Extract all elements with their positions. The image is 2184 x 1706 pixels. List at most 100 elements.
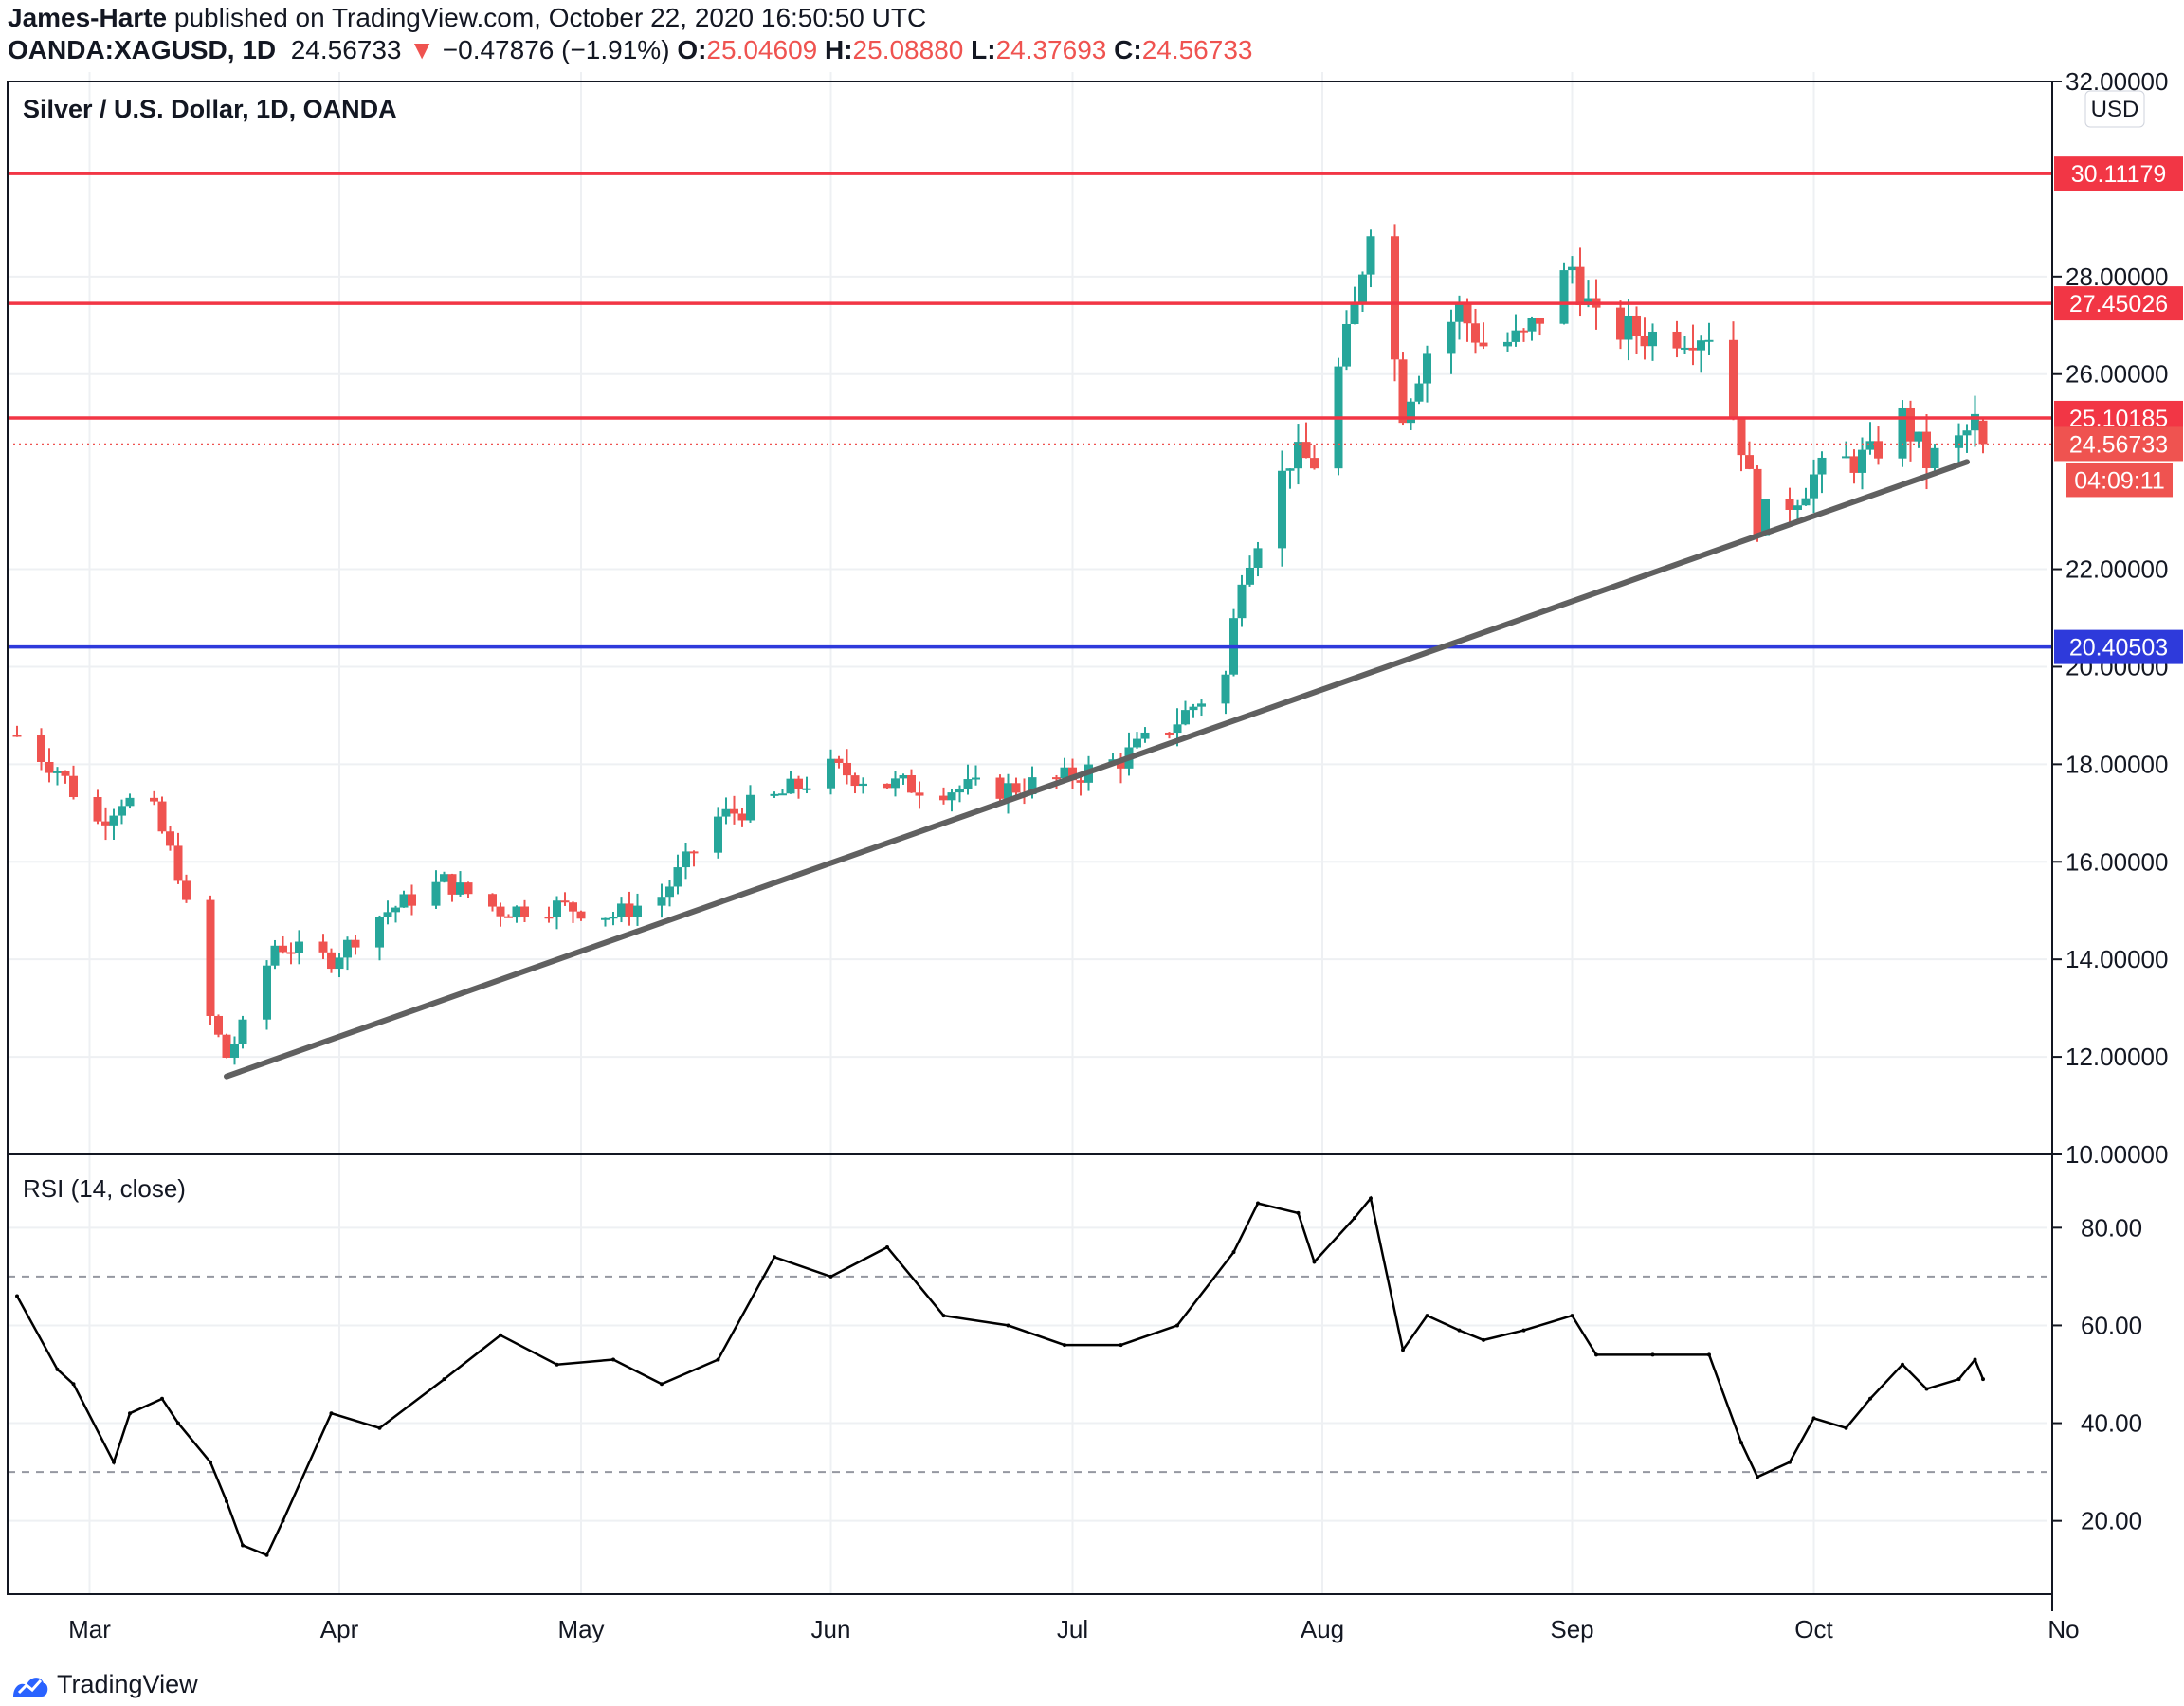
candle-body[interactable] <box>1640 336 1649 347</box>
candle-body[interactable] <box>1197 703 1206 707</box>
candle-body[interactable] <box>1842 456 1850 459</box>
candle-body[interactable] <box>1052 777 1061 780</box>
candle-body[interactable] <box>1414 383 1424 402</box>
candle-body[interactable] <box>263 965 271 1020</box>
candle-body[interactable] <box>1471 323 1480 343</box>
candle-body[interactable] <box>1253 548 1263 568</box>
candle-body[interactable] <box>1342 323 1351 367</box>
candle-body[interactable] <box>1874 441 1883 459</box>
candle-body[interactable] <box>947 792 956 801</box>
candle-body[interactable] <box>440 874 448 882</box>
candle-body[interactable] <box>327 952 336 970</box>
candle-body[interactable] <box>343 939 352 958</box>
candle-body[interactable] <box>1817 457 1827 475</box>
candle-body[interactable] <box>1922 431 1931 468</box>
time-tick-label[interactable]: Apr <box>320 1615 359 1643</box>
candle-body[interactable] <box>1527 318 1537 332</box>
candle-body[interactable] <box>1398 359 1408 424</box>
candle-body[interactable] <box>1906 407 1915 442</box>
candle-body[interactable] <box>1648 331 1657 347</box>
candle-body[interactable] <box>963 779 973 789</box>
price-axis[interactable]: 32.0000028.0000026.0000022.0000020.00000… <box>2052 67 2168 1169</box>
candle-body[interactable] <box>399 894 409 908</box>
candle-body[interactable] <box>673 867 682 887</box>
candle-body[interactable] <box>737 813 747 821</box>
candle-body[interactable] <box>1463 303 1472 324</box>
candle-body[interactable] <box>1962 430 1972 436</box>
candle-body[interactable] <box>689 851 699 854</box>
candle-body[interactable] <box>1301 442 1311 459</box>
support-trendline[interactable] <box>224 459 1970 1080</box>
candle-body[interactable] <box>1559 270 1569 324</box>
candle-body[interactable] <box>1737 418 1746 456</box>
candle-body[interactable] <box>206 899 215 1016</box>
candle-body[interactable] <box>488 894 497 907</box>
candle-body[interactable] <box>1189 706 1198 711</box>
candle-body[interactable] <box>834 758 844 763</box>
candle-body[interactable] <box>69 775 78 798</box>
candle-body[interactable] <box>118 806 126 816</box>
candle-body[interactable] <box>1955 435 1963 448</box>
candle-body[interactable] <box>1165 732 1174 735</box>
candle-body[interactable] <box>1681 347 1689 350</box>
candle-body[interactable] <box>1181 710 1190 725</box>
candle-body[interactable] <box>1237 584 1247 619</box>
candle-body[interactable] <box>794 778 803 789</box>
candle-body[interactable] <box>1246 567 1254 585</box>
time-tick-label[interactable]: Aug <box>1301 1615 1344 1643</box>
candle-body[interactable] <box>1810 474 1818 499</box>
candle-body[interactable] <box>318 941 328 953</box>
candle-body[interactable] <box>560 900 570 903</box>
candle-body[interactable] <box>1358 274 1367 304</box>
time-tick-label[interactable]: Jun <box>811 1615 851 1643</box>
candle-body[interactable] <box>1221 674 1230 704</box>
candle-body[interactable] <box>1745 455 1754 469</box>
candle-body[interactable] <box>1866 441 1875 450</box>
candle-body[interactable] <box>408 894 416 906</box>
candle-body[interactable] <box>553 900 561 917</box>
candle-body[interactable] <box>166 831 174 846</box>
candle-body[interactable] <box>157 801 167 832</box>
candle-body[interactable] <box>850 775 860 787</box>
candle-body[interactable] <box>214 1015 223 1035</box>
candle-body[interactable] <box>1447 321 1456 354</box>
candle-body[interactable] <box>714 816 722 853</box>
candle-body[interactable] <box>625 903 634 917</box>
candle-body[interactable] <box>1849 456 1859 473</box>
rsi-series[interactable] <box>15 1195 1985 1557</box>
candle-body[interactable] <box>665 886 674 898</box>
candle-body[interactable] <box>576 911 586 919</box>
candle-body[interactable] <box>1407 401 1415 424</box>
candle-body[interactable] <box>238 1019 247 1044</box>
candle-body[interactable] <box>1624 315 1633 340</box>
candle-body[interactable] <box>1785 499 1794 510</box>
candle-body[interactable] <box>1011 783 1021 793</box>
candle-body[interactable] <box>279 945 287 953</box>
candle-body[interactable] <box>1310 458 1319 469</box>
time-tick-label[interactable]: No <box>2048 1615 2079 1643</box>
candle-body[interactable] <box>1978 420 1988 445</box>
candle-body[interactable] <box>12 735 22 737</box>
candle-body[interactable] <box>496 906 505 917</box>
candle-body[interactable] <box>1285 468 1295 471</box>
candle-body[interactable] <box>786 778 795 794</box>
candle-body[interactable] <box>899 774 908 779</box>
candle-body[interactable] <box>1028 777 1037 795</box>
candle-body[interactable] <box>512 906 521 918</box>
candle-body[interactable] <box>125 797 135 807</box>
candle-body[interactable] <box>1616 307 1625 340</box>
candle-body[interactable] <box>1898 407 1907 459</box>
candle-body[interactable] <box>1511 330 1520 342</box>
candle-body[interactable] <box>1278 470 1286 549</box>
candle-body[interactable] <box>778 793 787 796</box>
candle-body[interactable] <box>1761 499 1770 536</box>
candle-body[interactable] <box>843 762 851 776</box>
candle-body[interactable] <box>1914 431 1923 442</box>
candle-body[interactable] <box>150 797 158 802</box>
publisher-name[interactable]: James-Harte <box>8 3 168 32</box>
candle-body[interactable] <box>1479 342 1488 347</box>
candle-body[interactable] <box>1584 298 1592 306</box>
candle-body[interactable] <box>883 783 892 789</box>
candle-body[interactable] <box>391 907 400 913</box>
candle-body[interactable] <box>939 795 948 801</box>
